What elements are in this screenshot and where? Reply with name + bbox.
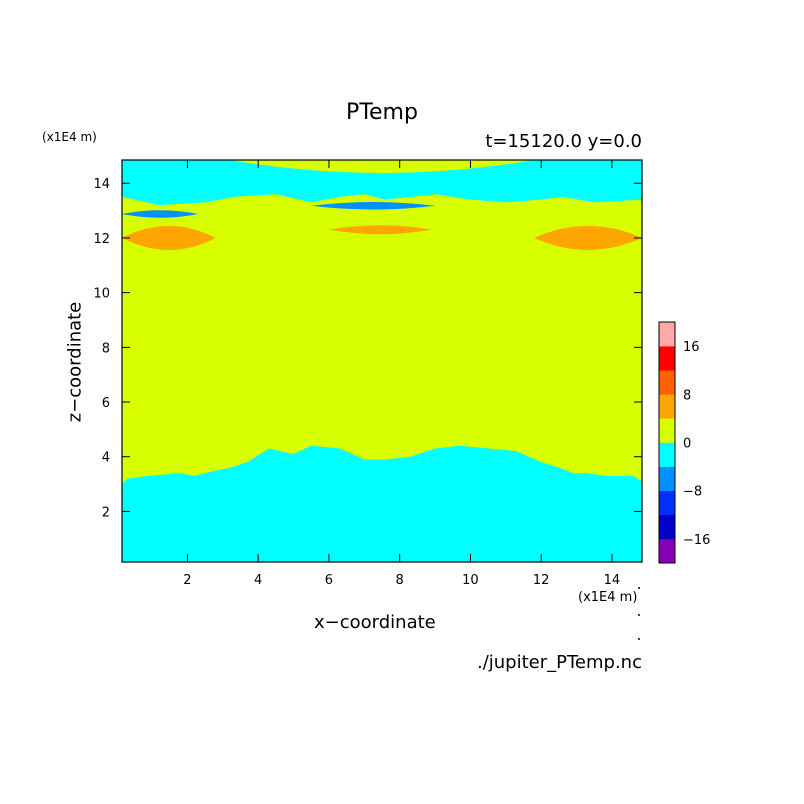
x-axis-ticks: 2 4 6 8 10 12 14	[183, 160, 620, 588]
x-tick-label: 6	[325, 573, 333, 588]
x-tick-label: 4	[254, 573, 262, 588]
region-orange-right	[534, 225, 642, 250]
source-filename: ./jupiter_PTemp.nc	[476, 652, 642, 673]
y-tick-label: 10	[93, 287, 110, 302]
region-blue-band-center	[311, 202, 436, 210]
chart-title: PTemp	[346, 100, 418, 125]
region-upper-cyan	[122, 160, 642, 206]
chart-subtitle: t=15120.0 y=0.0	[485, 131, 642, 152]
colorbar-swatch	[659, 466, 675, 491]
colorbar-label: 16	[683, 340, 700, 355]
plot-frame	[121, 159, 643, 563]
colorbar-swatch	[659, 442, 675, 467]
colorbar-swatch	[659, 418, 675, 443]
x-tick-label: 10	[462, 573, 479, 588]
colorbar: −16 −8 0 8 16	[658, 321, 710, 564]
colorbar-swatch	[659, 538, 675, 564]
colorbar-label: −16	[683, 533, 710, 548]
region-upper-yellow	[229, 160, 535, 173]
y-axis-unit: (x1E4 m)	[42, 130, 97, 144]
colorbar-swatch	[659, 514, 675, 540]
y-tick-label: 12	[93, 232, 110, 247]
colorbar-swatch	[659, 322, 675, 347]
y-tick-label: 6	[102, 396, 110, 411]
region-orange-center	[328, 225, 432, 235]
y-tick-label: 14	[93, 177, 110, 192]
x-tick-label: 8	[396, 573, 404, 588]
colorbar-label: −8	[683, 485, 702, 500]
colorbar-frame	[658, 321, 676, 564]
x-axis-unit: (x1E4 m)	[578, 590, 638, 605]
x-tick-label: 2	[183, 573, 191, 588]
colorbar-swatch	[659, 394, 675, 419]
y-tick-label: 8	[102, 341, 110, 356]
region-orange-left	[122, 225, 216, 250]
colorbar-swatch	[659, 346, 675, 371]
region-lower-cyan	[122, 445, 642, 562]
colorbar-label: 0	[683, 437, 691, 452]
x-axis-label: x−coordinate	[314, 612, 436, 633]
x-tick-label: 14	[604, 573, 621, 588]
colorbar-swatch	[659, 490, 675, 516]
plot-area	[122, 160, 642, 562]
colorbar-swatch	[659, 370, 675, 395]
y-axis-ticks: 2 4 6 8 10 12 14	[93, 177, 642, 520]
y-tick-label: 4	[102, 451, 110, 466]
x-tick-label: 12	[533, 573, 550, 588]
y-tick-label: 2	[102, 505, 110, 520]
region-blue-band-left	[122, 210, 199, 218]
colorbar-label: 8	[683, 388, 691, 403]
